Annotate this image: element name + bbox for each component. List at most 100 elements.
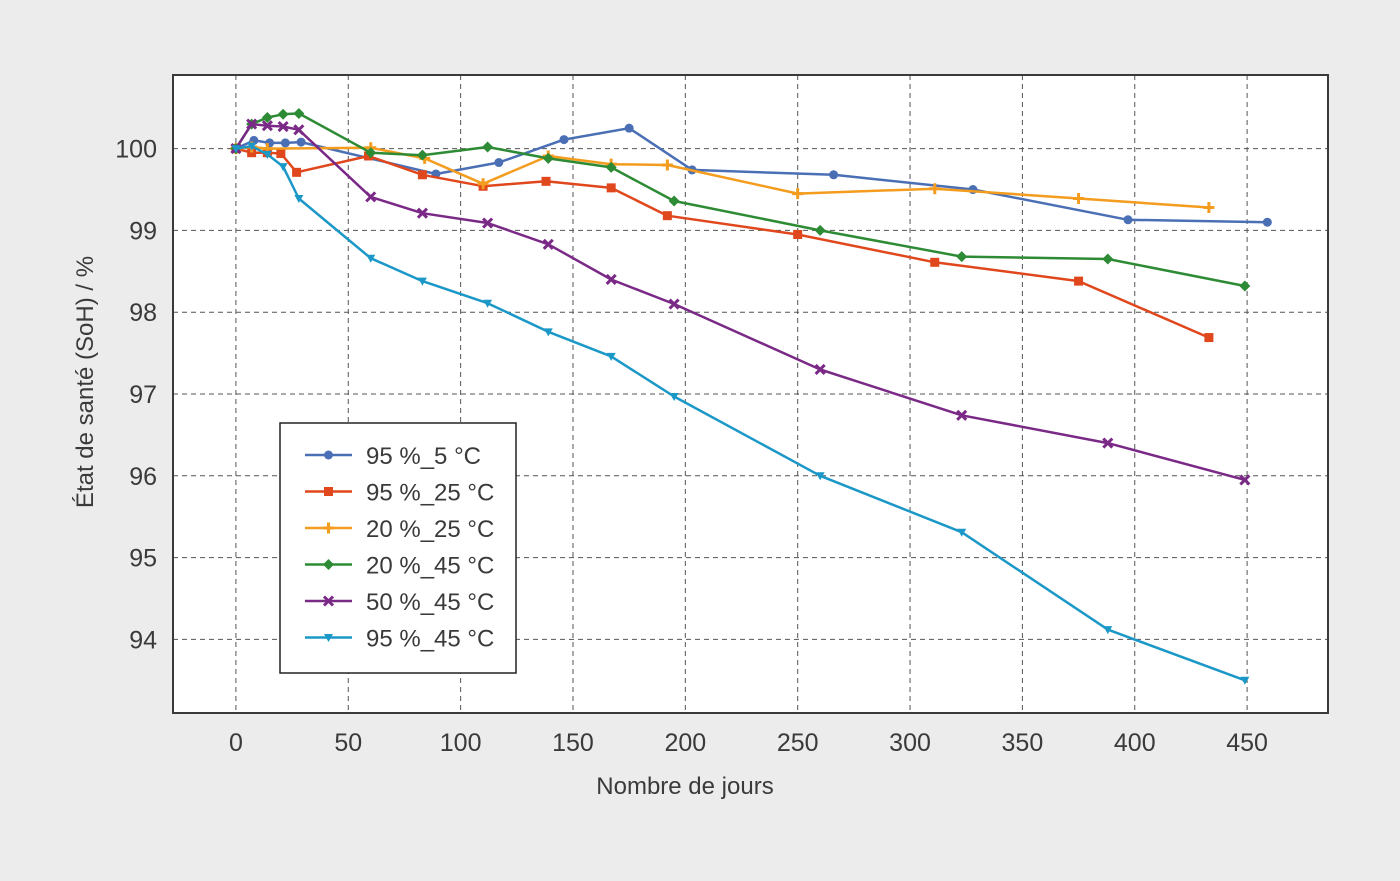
data-point (276, 149, 286, 159)
data-point (247, 142, 257, 151)
x-tick-label: 250 (777, 729, 819, 757)
data-point (417, 277, 427, 286)
series-5 (230, 118, 1251, 486)
legend-label: 50 %_45 °C (366, 589, 494, 616)
data-point (262, 150, 272, 159)
data-point (1102, 253, 1114, 265)
data-point (1102, 437, 1114, 449)
data-point (365, 147, 377, 159)
data-point (956, 251, 968, 263)
legend-entry: 95 %_45 °C (305, 626, 494, 653)
data-point (1203, 202, 1215, 214)
x-tick-label: 0 (229, 729, 243, 757)
data-point (231, 145, 241, 154)
x-tick-label: 150 (552, 729, 594, 757)
data-point (365, 191, 377, 203)
data-point (261, 112, 273, 124)
data-point (247, 148, 257, 158)
y-tick-label: 99 (129, 217, 157, 245)
data-point (793, 230, 803, 239)
data-point (792, 188, 804, 200)
legend-entry: 95 %_5 °C (305, 443, 481, 470)
series-6 (231, 142, 1250, 685)
data-point (477, 178, 489, 190)
y-tick-label: 97 (129, 381, 157, 409)
data-point (624, 123, 634, 133)
data-point (323, 559, 334, 570)
x-tick-label: 300 (889, 729, 931, 757)
data-point (280, 138, 290, 148)
data-point (606, 183, 616, 193)
legend-entry: 95 %_25 °C (305, 480, 494, 507)
data-point (416, 207, 428, 219)
data-point (261, 120, 273, 132)
data-point (956, 409, 968, 421)
data-point (483, 299, 493, 308)
data-point (605, 161, 617, 173)
data-point (1103, 626, 1113, 635)
data-point (293, 107, 305, 119)
data-point (829, 170, 839, 180)
data-point (930, 257, 940, 267)
data-point (277, 120, 289, 133)
data-point (668, 195, 680, 207)
data-point (606, 352, 616, 361)
data-point (416, 149, 428, 161)
y-tick-label: 98 (129, 299, 157, 327)
data-point (662, 211, 672, 221)
data-point (815, 472, 825, 481)
data-point (1204, 333, 1214, 343)
legend-entry: 50 %_45 °C (305, 589, 494, 616)
legend-entry: 20 %_25 °C (305, 516, 494, 543)
data-point (1073, 193, 1085, 205)
legend-entry: 20 %_45 °C (305, 553, 494, 580)
data-point (1074, 276, 1084, 286)
plot-frame (172, 74, 1329, 714)
legend: 95 %_5 °C 95 %_25 °C 20 %_25 °C 20 %_45 °C 5… (279, 422, 517, 674)
x-tick-label: 200 (664, 729, 706, 757)
legend-label: 20 %_45 °C (366, 553, 494, 580)
x-axis-title: Nombre de jours (596, 773, 773, 800)
data-point (814, 224, 826, 236)
data-point (1123, 215, 1133, 225)
data-point (296, 137, 306, 147)
data-point (417, 170, 427, 180)
legend-label: 95 %_25 °C (366, 480, 494, 507)
data-point (1262, 217, 1272, 227)
data-point (246, 118, 258, 130)
data-point (542, 238, 554, 250)
y-axis-title: État de santé (SoH) / % (72, 256, 99, 508)
data-point (669, 392, 679, 401)
data-point (668, 298, 680, 310)
tick-labels: 0 50 100 150 200 250 300 350 400 450 94 95 96 97 98 99 1… (115, 136, 1268, 757)
data-point (322, 595, 335, 607)
data-point (605, 273, 617, 286)
legend-label: 95 %_5 °C (366, 443, 481, 470)
data-point (814, 363, 826, 376)
x-tick-label: 350 (1002, 729, 1044, 757)
data-point (929, 183, 941, 195)
x-tick-label: 450 (1226, 729, 1268, 757)
legend-box (279, 422, 517, 674)
data-point (277, 108, 289, 120)
y-tick-label: 94 (129, 626, 157, 654)
data-point (294, 195, 304, 204)
x-tick-label: 50 (334, 729, 362, 757)
data-point (363, 151, 373, 161)
data-point (324, 450, 333, 460)
data-point (957, 528, 967, 537)
data-point (541, 176, 551, 186)
legend-label: 20 %_25 °C (366, 516, 494, 543)
data-point (482, 217, 494, 229)
data-point (482, 141, 494, 153)
data-point (366, 254, 376, 263)
data-point (324, 634, 333, 642)
data-point (1239, 474, 1251, 486)
data-point (494, 158, 504, 168)
y-tick-label: 96 (129, 463, 157, 491)
data-point (542, 152, 554, 164)
series-group (230, 107, 1272, 685)
data-point (559, 135, 569, 145)
